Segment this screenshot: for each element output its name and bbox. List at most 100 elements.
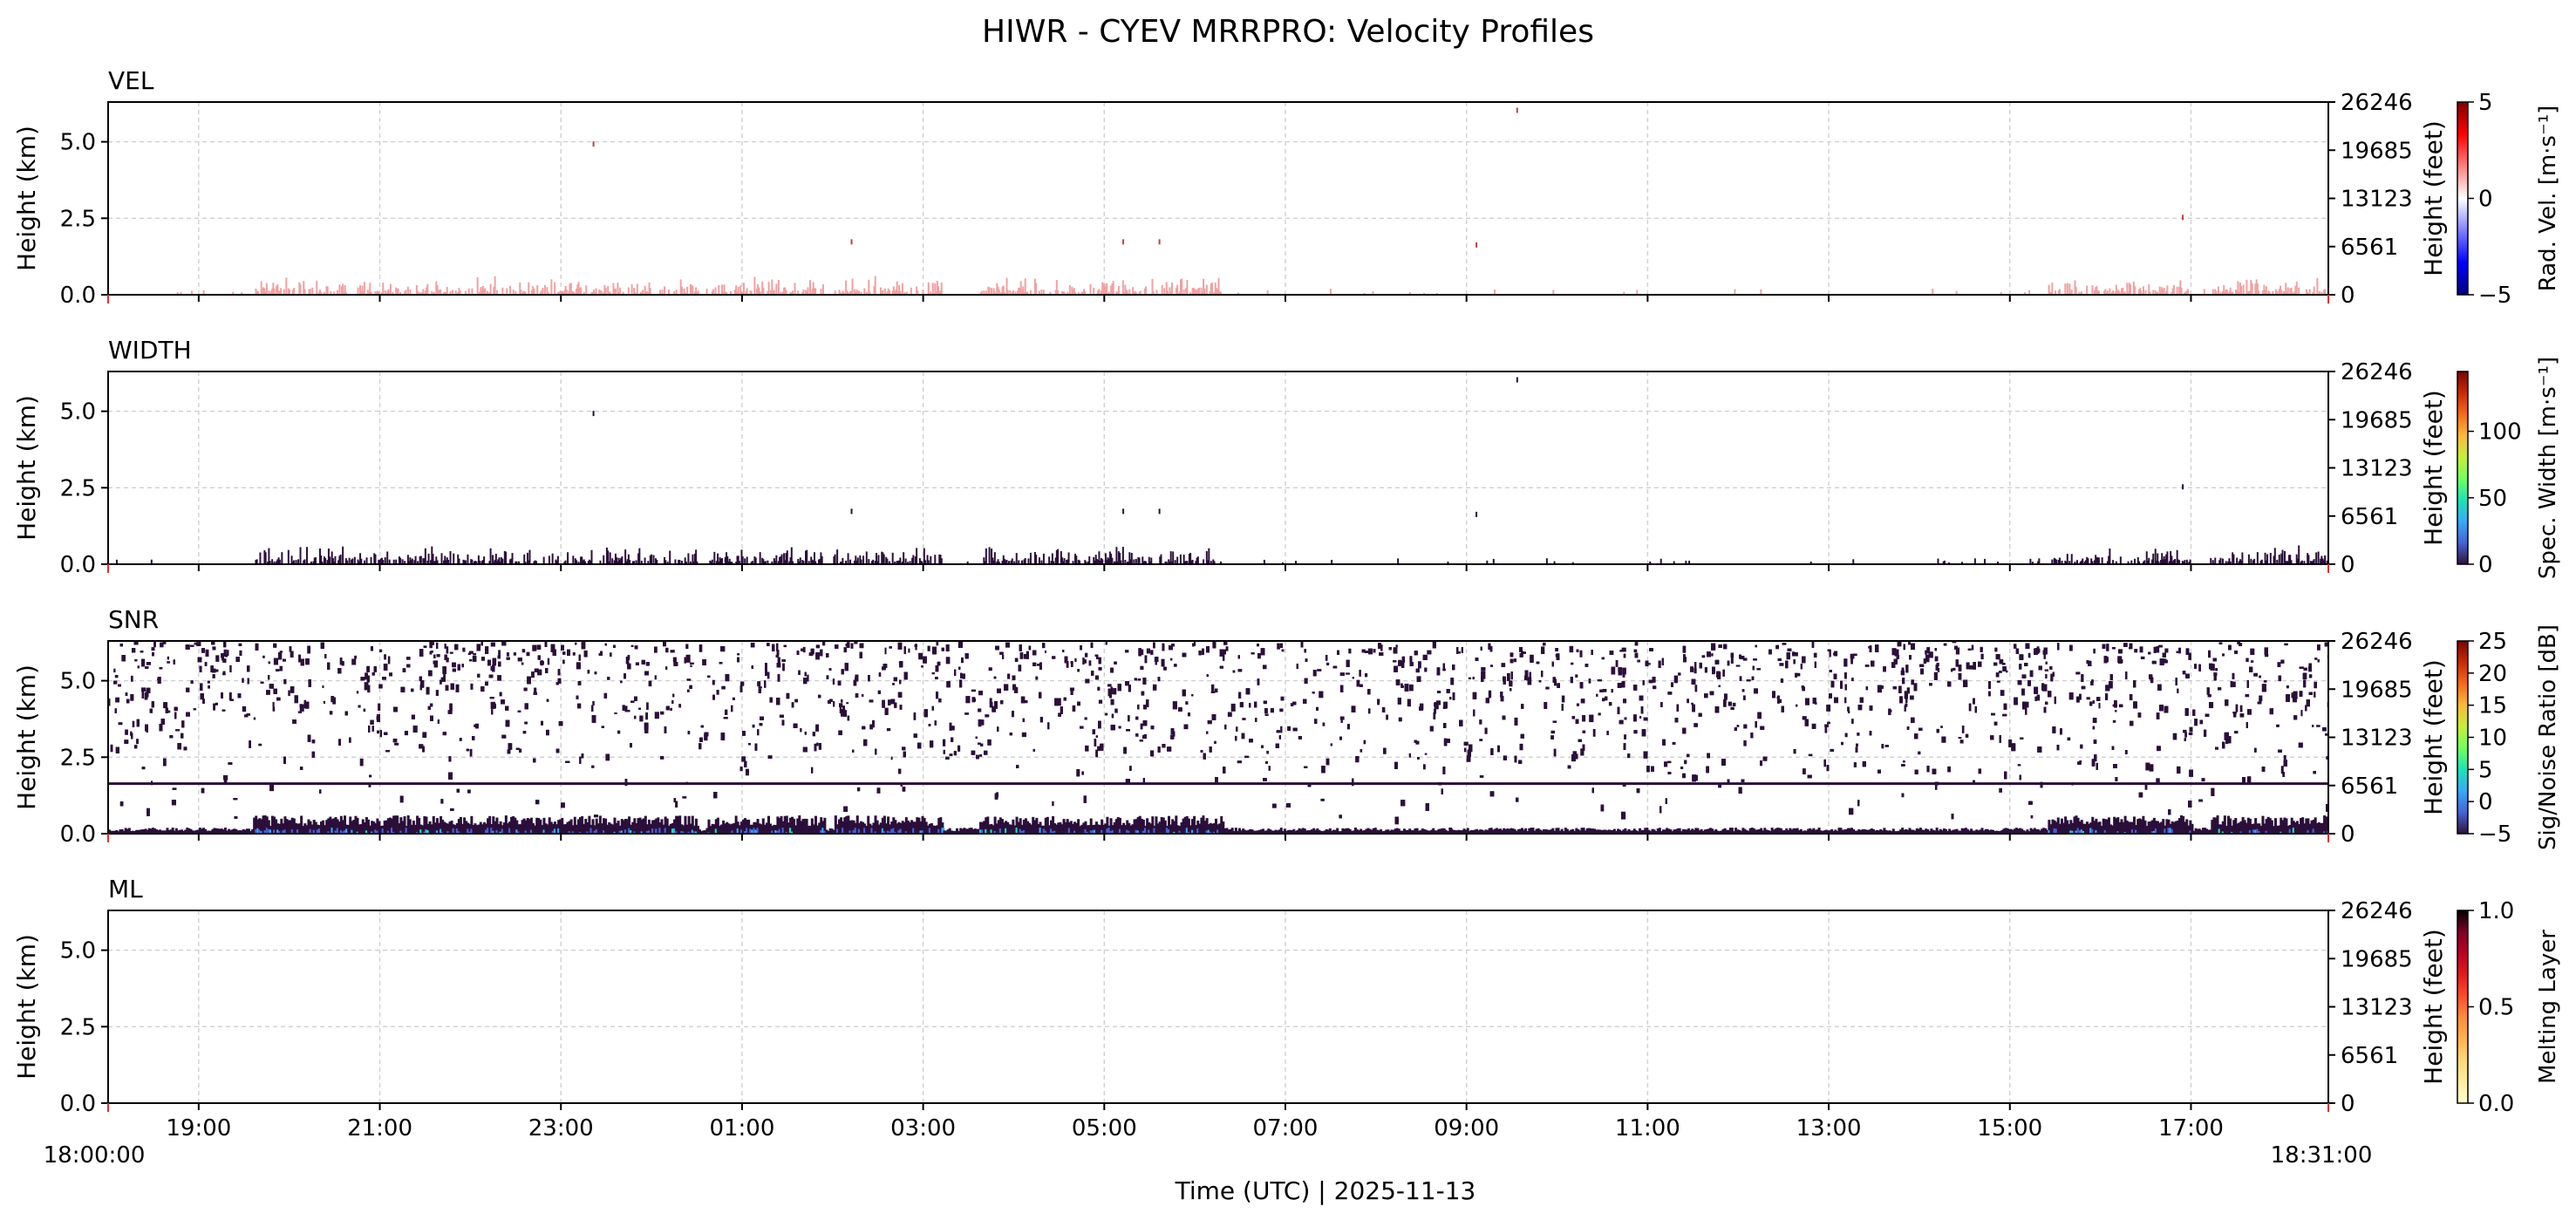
echo-column	[419, 555, 422, 564]
echo-column	[1074, 553, 1077, 564]
echo-column	[423, 558, 426, 564]
echo-column	[901, 562, 903, 564]
echo-column	[2249, 290, 2252, 295]
echo-column	[291, 562, 294, 564]
echo-column	[2184, 560, 2186, 564]
echo-speck	[1475, 511, 1478, 517]
echo-column	[1182, 289, 1185, 295]
echo-column	[1124, 284, 1127, 295]
echo-column	[2177, 559, 2179, 564]
echo-column	[1932, 289, 1934, 295]
echo-column	[433, 291, 435, 295]
echo-column	[992, 560, 995, 564]
echo-column	[1139, 290, 1141, 295]
echo-column	[1210, 561, 1212, 564]
echo-column	[2317, 551, 2320, 564]
echo-column	[285, 277, 288, 295]
echo-column	[2172, 284, 2175, 295]
echo-column	[811, 289, 814, 295]
echo-column	[2144, 290, 2147, 295]
noise-pixel	[1424, 753, 1428, 755]
echo-column	[399, 557, 402, 564]
echo-column	[608, 561, 610, 564]
echo-column	[629, 560, 631, 564]
echo-column	[464, 290, 467, 295]
echo-column	[851, 278, 854, 295]
echo-column	[445, 560, 447, 564]
echo-column	[256, 559, 258, 564]
echo-column	[479, 291, 481, 295]
echo-column	[202, 290, 205, 295]
echo-column	[150, 559, 153, 564]
echo-column	[1018, 560, 1020, 564]
echo-column	[2170, 550, 2172, 564]
echo-column	[464, 560, 467, 564]
echo-column	[2313, 559, 2315, 564]
echo-column	[1097, 559, 1100, 564]
echo-column	[422, 289, 425, 295]
echo-column	[874, 276, 876, 295]
echo-column	[1038, 557, 1040, 564]
echo-column	[631, 561, 634, 564]
echo-column	[2268, 291, 2271, 295]
echo-column	[1098, 551, 1101, 564]
echo-column	[1545, 558, 1548, 564]
echo-layer	[108, 641, 2328, 834]
echo-column	[1196, 557, 1198, 564]
echo-column	[633, 288, 636, 295]
echo-column	[2298, 545, 2300, 564]
echo-speck	[850, 508, 853, 515]
echo-column	[2053, 557, 2055, 564]
y2-axis-label: Height (feet)	[2419, 390, 2448, 546]
echo-column	[2070, 289, 2073, 295]
echo-column	[473, 561, 475, 564]
noise-pixel	[757, 681, 761, 686]
echo-column	[2178, 286, 2181, 295]
echo-column	[749, 290, 752, 295]
echo-column	[1068, 284, 1071, 295]
echo-column	[1282, 562, 1285, 564]
echo-column	[738, 561, 740, 564]
echo-column	[1263, 559, 1265, 564]
echo-column	[411, 558, 413, 564]
echo-column	[346, 560, 349, 564]
echo-column	[735, 562, 738, 564]
echo-column	[916, 548, 918, 564]
echo-column	[2308, 289, 2311, 295]
echo-column	[711, 290, 713, 295]
echo-column	[414, 555, 417, 564]
echo-column	[903, 292, 906, 295]
echo-column	[2051, 283, 2054, 295]
echo-column	[611, 558, 614, 564]
echo-column	[2307, 553, 2309, 564]
echo-column	[804, 290, 807, 295]
echo-column	[721, 284, 724, 295]
echo-column	[806, 549, 808, 564]
echo-column	[499, 562, 501, 564]
echo-column	[488, 561, 491, 564]
echo-column	[1102, 283, 1105, 295]
echo-column	[1100, 558, 1102, 564]
echo-column	[736, 292, 739, 295]
echo-column	[2163, 288, 2165, 295]
echo-column	[2176, 549, 2178, 564]
echo-column	[1087, 561, 1089, 564]
echo-column	[528, 560, 530, 564]
echo-column	[1208, 548, 1210, 564]
echo-column	[998, 562, 1000, 564]
echo-column	[1123, 291, 1126, 295]
echo-column	[898, 560, 901, 564]
echo-column	[785, 290, 787, 295]
echo-column	[262, 287, 265, 295]
echo-column	[2280, 553, 2283, 564]
echo-column	[979, 292, 982, 295]
echo-column	[2110, 292, 2113, 295]
echo-column	[1000, 291, 1003, 295]
echo-column	[1029, 290, 1032, 295]
echo-column	[2286, 560, 2288, 564]
echo-column	[1124, 560, 1127, 564]
y-tick-label: 5.0	[60, 130, 96, 156]
echo-column	[2105, 292, 2108, 295]
echo-column	[1099, 560, 1101, 564]
echo-column	[271, 288, 274, 295]
